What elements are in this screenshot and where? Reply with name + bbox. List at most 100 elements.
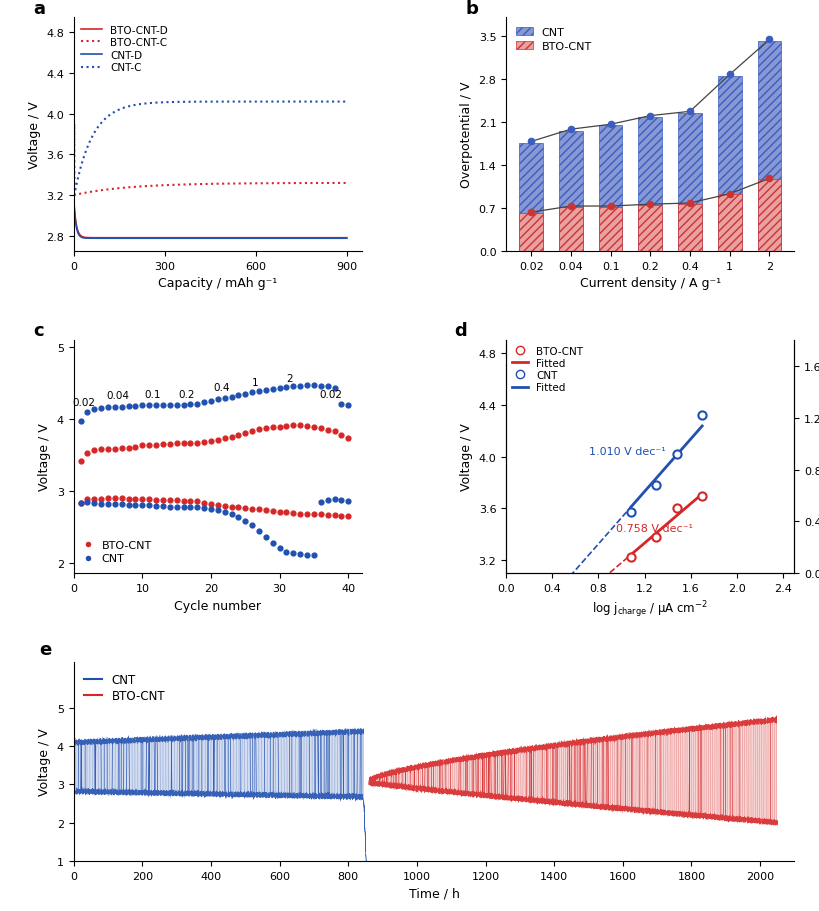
Point: [335, 509, 348, 524]
CNT-C: [69, 193, 79, 204]
Bar: [599, 126, 622, 251]
Point: [170, 493, 183, 507]
X-axis label: Capacity / mAh g⁻¹: Capacity / mAh g⁻¹: [158, 277, 278, 290]
Point: [170, 398, 183, 413]
Point: [225, 430, 238, 445]
Point: [218, 499, 231, 514]
Point: [246, 518, 259, 533]
Point: [314, 379, 328, 394]
Point: [762, 172, 776, 187]
Point: [74, 454, 87, 468]
Point: [301, 548, 314, 562]
Point: [695, 408, 708, 423]
Point: [260, 530, 273, 545]
BTO-CNT-C: [334, 179, 344, 189]
Point: [280, 545, 293, 559]
Point: [115, 497, 129, 512]
Bar: [758, 42, 781, 251]
Point: [239, 501, 252, 516]
Point: [321, 423, 334, 437]
Point: [150, 438, 163, 453]
CNT-C: [194, 97, 204, 108]
Point: [246, 385, 259, 400]
BTO-CNT-C: [83, 188, 93, 199]
Point: [260, 422, 273, 436]
CNT-C: [334, 97, 344, 107]
CNT-D: [69, 194, 79, 205]
Point: [197, 395, 210, 410]
Point: [335, 493, 348, 507]
BTO-CNT-C: [194, 179, 204, 190]
Point: [129, 498, 142, 513]
Point: [232, 428, 245, 443]
Y-axis label: Voltage / V: Voltage / V: [38, 424, 52, 491]
Point: [307, 378, 320, 393]
Point: [170, 500, 183, 515]
Point: [273, 381, 286, 395]
Text: 0.2: 0.2: [179, 389, 195, 399]
CNT-C: [342, 97, 351, 107]
Point: [102, 401, 115, 415]
Point: [88, 492, 101, 507]
Point: [307, 421, 320, 435]
BTO-CNT-D: [194, 233, 204, 244]
Point: [136, 438, 149, 453]
Y-axis label: Voltage / V: Voltage / V: [28, 101, 41, 169]
Legend: CNT, BTO-CNT: CNT, BTO-CNT: [79, 669, 170, 707]
Point: [197, 501, 210, 516]
Point: [649, 478, 663, 493]
Point: [328, 493, 341, 507]
Point: [191, 494, 204, 508]
Point: [723, 68, 736, 83]
Point: [150, 398, 163, 413]
Point: [294, 548, 307, 562]
Point: [150, 499, 163, 514]
Point: [205, 502, 218, 517]
Point: [183, 435, 197, 450]
BTO-CNT-C: [201, 179, 211, 190]
CNT-D: [342, 233, 351, 244]
Point: [129, 440, 142, 455]
Point: [239, 514, 252, 528]
Point: [762, 33, 776, 47]
Bar: [559, 208, 583, 251]
Line: BTO-CNT-D: BTO-CNT-D: [74, 200, 346, 239]
Point: [328, 381, 341, 395]
Bar: [519, 144, 543, 251]
BTO-CNT-C: [284, 179, 294, 189]
Point: [115, 400, 129, 415]
Text: 0.04: 0.04: [106, 391, 130, 401]
Point: [266, 421, 279, 435]
Point: [205, 496, 218, 511]
Point: [314, 507, 328, 522]
Point: [218, 432, 231, 446]
Text: e: e: [39, 640, 52, 659]
Point: [294, 379, 307, 394]
CNT-D: [143, 233, 153, 244]
Point: [95, 492, 108, 507]
Point: [156, 437, 170, 452]
BTO-CNT-D: [83, 233, 93, 244]
Point: [136, 493, 149, 507]
Text: 0.02: 0.02: [319, 389, 342, 399]
Point: [81, 404, 94, 419]
CNT-D: [334, 233, 344, 244]
Point: [177, 500, 190, 515]
Point: [342, 398, 355, 413]
Point: [273, 505, 286, 519]
Point: [225, 507, 238, 521]
Point: [177, 398, 190, 413]
Point: [197, 496, 210, 511]
Text: 0.4: 0.4: [213, 383, 229, 393]
Point: [211, 393, 224, 407]
Legend: BTO-CNT, CNT: BTO-CNT, CNT: [79, 536, 156, 568]
Y-axis label: Overpotential / V: Overpotential / V: [460, 82, 473, 189]
Point: [211, 503, 224, 517]
Point: [301, 507, 314, 521]
Point: [225, 390, 238, 404]
CNT-C: [284, 97, 294, 107]
Point: [328, 425, 341, 439]
Point: [163, 500, 176, 515]
Point: [211, 498, 224, 513]
Point: [74, 496, 87, 511]
